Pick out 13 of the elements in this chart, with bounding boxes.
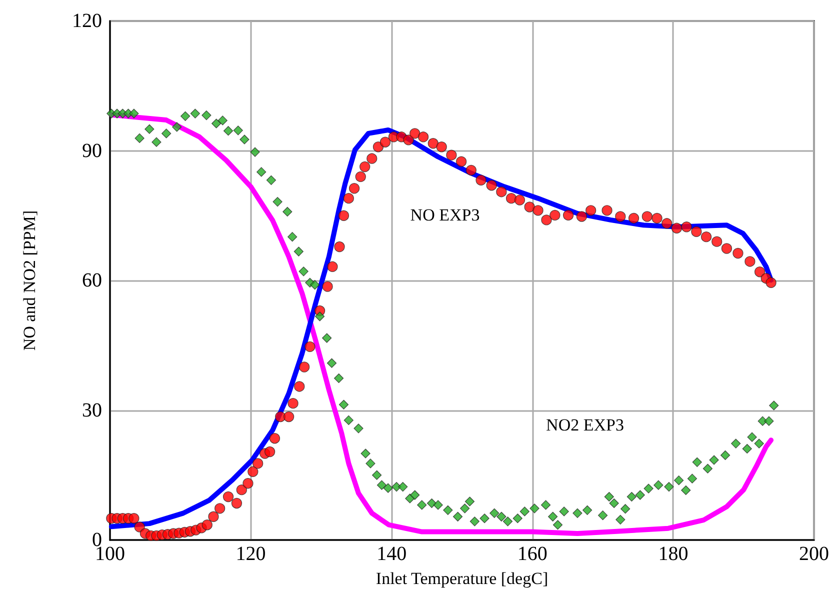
y-tick-label: 30	[82, 399, 102, 422]
y-tick-label: 60	[82, 270, 102, 292]
y-tick-label: 120	[72, 10, 102, 32]
x-tick-label: 140	[376, 543, 407, 565]
x-axis-title: Inlet Temperature [degC]	[376, 569, 548, 588]
x-tick-label: 200	[799, 543, 829, 565]
annotation: NO EXP3	[410, 206, 480, 224]
y-axis-title: NO and NO2 [PPM]	[20, 210, 39, 351]
y-tick-label: 90	[82, 140, 102, 162]
x-tick-label: 120	[236, 543, 266, 565]
x-tick-label: 160	[517, 543, 548, 565]
x-tick-label: 180	[658, 543, 688, 565]
annotation: NO2 EXP3	[546, 416, 624, 434]
